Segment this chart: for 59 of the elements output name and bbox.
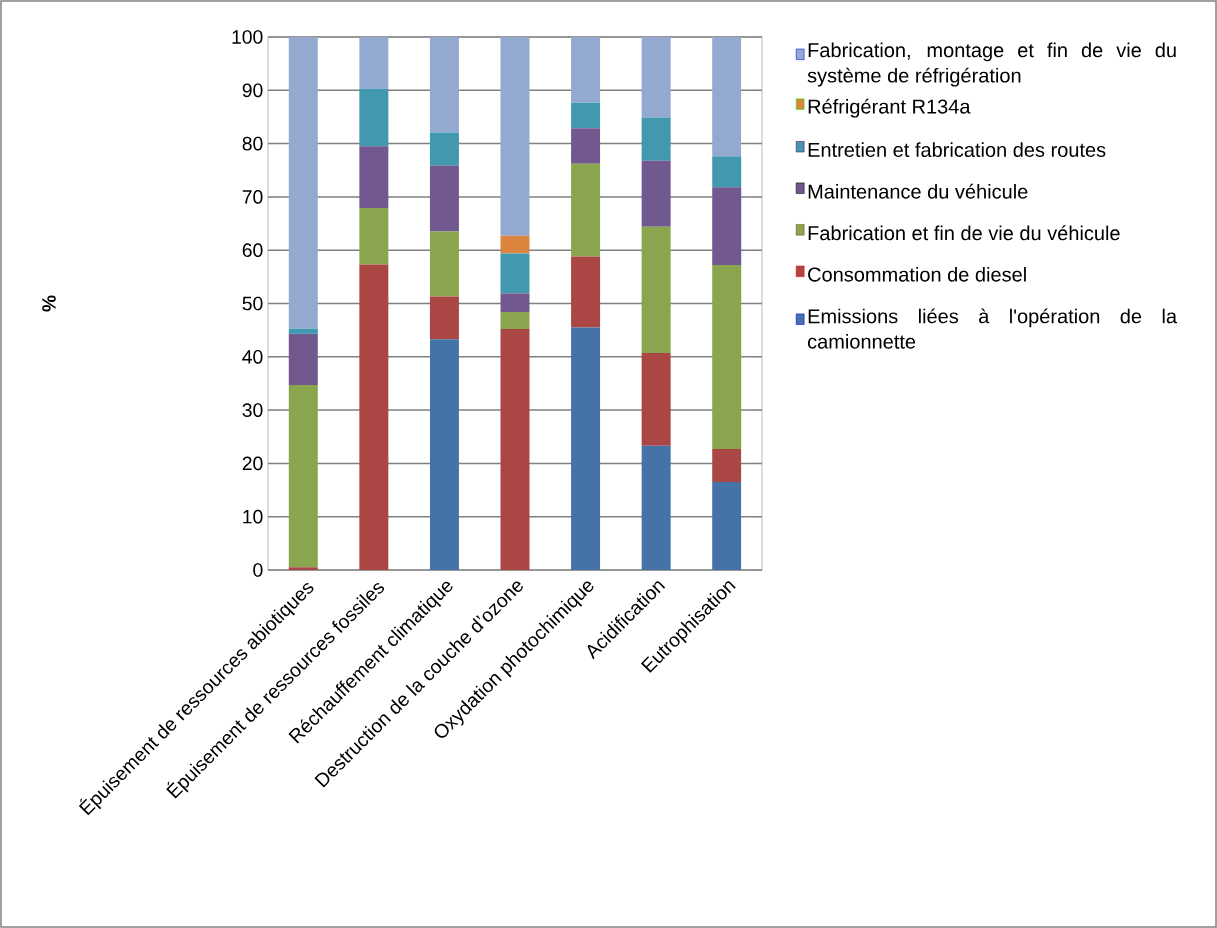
bar [500,36,530,236]
bar [571,256,601,328]
bar [641,445,671,570]
bar [359,36,389,89]
bar [641,226,671,354]
bar [429,231,459,297]
bar [571,163,601,257]
bar [500,312,530,330]
bar [288,385,318,568]
bar [500,293,530,313]
legend-label: Consommation de diesel [808,266,1026,282]
bar [359,88,389,147]
bar [641,117,671,161]
y-tick-label: 90 [242,83,263,98]
y-tick-label: 20 [242,456,263,471]
bar [429,339,459,570]
bar [429,165,459,232]
bar [359,146,389,209]
legend-label: Maintenance du véhicule [808,183,1028,199]
y-tick-label: 30 [242,403,263,417]
bar [500,253,530,294]
y-tick-label: 40 [242,349,263,364]
bar [641,36,671,118]
y-tick-label: 50 [242,296,263,311]
bar [571,102,601,129]
y-tick-label: 60 [242,243,263,258]
bar [429,296,459,340]
bar [288,328,318,334]
bar [712,187,742,266]
bar [359,208,389,265]
legend-label: Entretien et fabrication des routes [808,142,1106,157]
y-tick-label: 80 [242,136,263,151]
bar [359,264,389,570]
bar [641,160,671,227]
bar [571,36,601,103]
bar [712,36,742,157]
y-tick-label: 10 [243,509,263,524]
bar [712,449,742,483]
y-tick-label: 0 [253,563,263,577]
bar [288,333,318,386]
bar [712,156,742,188]
bar [712,265,742,450]
bar [500,235,530,254]
bar [429,36,459,133]
legend-label: Fabrication, montage et fin de vie du système de réfrigération [807,42,1176,87]
bar [500,329,530,570]
y-tick-label: 70 [242,190,263,204]
bar [429,132,459,166]
bar [641,353,671,446]
y-axis-title: % [42,295,56,312]
bar [288,567,318,570]
bar [288,36,318,329]
bar [571,128,601,164]
legend-label: Réfrigérant R134a [808,98,971,118]
legend-label: Emissions liées à l'opération de la camionnette [807,308,1178,349]
bar [712,482,742,570]
bar [571,327,601,570]
legend-label: Fabrication et fin de vie du véhicule [808,225,1120,241]
y-tick-label: 100 [232,30,263,44]
